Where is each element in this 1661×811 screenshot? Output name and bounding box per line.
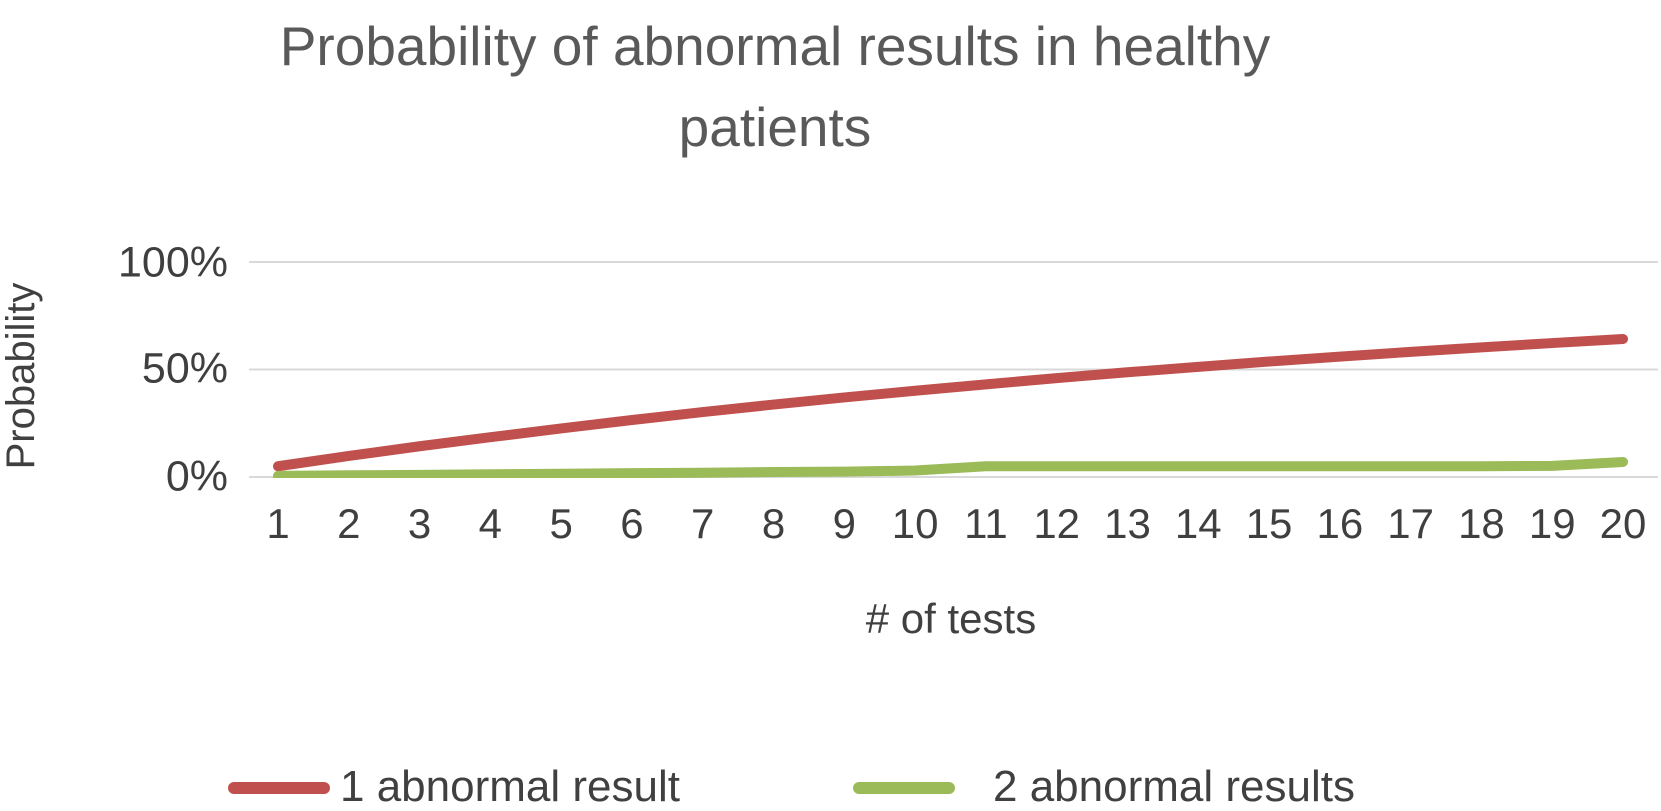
x-tick-label: 20 [1599,500,1647,547]
legend-item-2-abnormal-results: 2 abnormal results [853,760,1453,811]
x-tick-label: 6 [620,500,644,547]
x-tick-label: 8 [761,500,786,547]
x-tick-label: 5 [549,500,573,547]
x-tick-label: 9 [832,500,856,547]
plot-area [249,261,1658,481]
x-tick-label: 10 [891,500,939,547]
x-tick-label: 2 [337,500,361,547]
red-line-swatch-icon [228,782,330,794]
series-line-1-abnormal-result [273,333,1629,472]
chart-title: Probability of abnormal results in healt… [279,15,1271,159]
x-tick-label: 16 [1316,500,1364,547]
y-tick-label-100: 100% [118,238,228,287]
x-tick-label: 14 [1174,500,1222,547]
x-tick-label: 12 [1033,500,1081,547]
y-tick-label-50: 50% [141,344,228,393]
legend-label: 2 abnormal results [993,762,1355,811]
x-tick-label: 1 [266,500,290,547]
x-axis-title: # of tests [865,595,1037,642]
x-tick-label: 17 [1387,500,1434,547]
legend-label: 1 abnormal result [340,762,680,811]
x-tick-label: 15 [1245,500,1293,547]
x-tick-label: 3 [407,500,432,547]
plot-svg [249,261,1658,481]
series-line-2-abnormal-results [273,456,1629,481]
x-tick-label: 11 [964,500,1008,547]
y-tick-label-0: 0% [165,452,228,501]
x-tick-label: 18 [1458,500,1505,547]
x-tick-label: 13 [1104,500,1151,547]
x-tick-label: 19 [1528,500,1576,547]
green-line-swatch-icon [853,782,955,794]
legend: 1 abnormal result 2 abnormal results [0,760,1661,811]
x-tick-label: 7 [691,500,715,547]
x-axis-ticks: 1 2 3 4 5 6 7 8 9 10 11 12 13 14 15 16 17 18 19 20 [249,500,1658,550]
legend-item-1-abnormal-result: 1 abnormal result [228,760,768,811]
x-tick-label: 4 [478,500,503,547]
